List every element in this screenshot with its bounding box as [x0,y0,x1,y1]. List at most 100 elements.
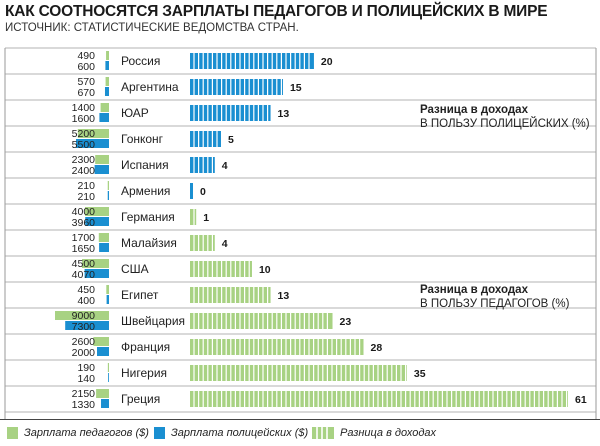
teacher-salary-label: 190 [77,362,95,374]
police-salary-bar [94,165,109,174]
teacher-salary-label: 1400 [72,102,96,114]
police-salary-label: 600 [77,61,95,73]
difference-label: 61 [575,394,587,406]
police-salary-label: 400 [77,295,95,307]
difference-bar [190,261,252,277]
country-label: Швейцария [121,314,185,328]
teacher-salary-bar [85,207,109,216]
country-label: Малайзия [121,236,177,250]
difference-bar [190,235,215,251]
difference-label: 15 [290,82,302,94]
teacher-salary-bar [95,155,109,164]
difference-bar [190,53,314,69]
difference-bar [190,209,197,225]
teacher-salary-bar [106,285,109,294]
difference-bar [190,313,333,329]
difference-label: 5 [228,134,234,146]
police-salary-label: 7300 [72,321,96,333]
police-salary-bar [65,321,109,330]
police-salary-label: 3960 [72,217,96,229]
teacher-salary-label: 450 [77,284,95,296]
legend-label-diff: Разница в доходах [340,427,437,439]
legend-item-diff: Разница в доходах [312,420,436,446]
legend-item-teachers: Зарплата педагогов ($) [7,420,149,446]
country-label: Россия [121,54,160,68]
difference-bar [190,365,407,381]
country-label: Египет [121,288,159,302]
note-teachers-title: Разница в доходах [420,284,528,296]
police-salary-bar [99,243,109,252]
country-label: Испания [121,158,169,172]
difference-label: 4 [222,160,228,172]
teacher-salary-label: 2600 [72,336,96,348]
teacher-salary-label: 4000 [72,206,96,218]
legend-label-police: Зарплата полицейских ($) [171,427,309,439]
police-salary-bar [107,191,109,200]
difference-bar [190,157,215,173]
difference-label: 13 [278,290,290,302]
legend-swatch-diff [312,427,334,439]
teacher-salary-bar [82,259,109,268]
teacher-salary-label: 5200 [72,128,96,140]
teacher-salary-bar [107,363,109,372]
difference-bar [190,183,193,199]
note-teachers-subtitle: В ПОЛЬЗУ ПЕДАГОГОВ (%) [420,298,570,310]
teacher-salary-label: 570 [77,76,95,88]
difference-label: 28 [371,342,383,354]
police-salary-bar [104,87,109,96]
teacher-salary-bar [77,129,109,138]
legend-swatch-teachers [7,427,18,439]
teacher-salary-label: 9000 [72,310,96,322]
note-teachers: Разница в доходах В ПОЛЬЗУ ПЕДАГОГОВ (%) [420,283,569,311]
police-salary-bar [108,373,109,382]
country-label: Нигерия [121,366,167,380]
police-salary-bar [106,295,109,304]
police-salary-bar [97,347,109,356]
teacher-salary-bar [93,337,109,346]
country-label: ЮАР [121,106,149,120]
country-label: Аргентина [121,80,179,94]
country-label: Гонконг [121,132,164,146]
teacher-salary-label: 210 [77,180,95,192]
country-label: США [121,262,149,276]
teacher-salary-bar [106,51,109,60]
legend: Зарплата педагогов ($) Зарплата полицейс… [0,419,600,446]
difference-label: 10 [259,264,271,276]
difference-bar [190,131,221,147]
chart-title: КАК СООТНОСЯТСЯ ЗАРПЛАТЫ ПЕДАГОГОВ И ПОЛ… [5,3,548,20]
note-police-title: Разница в доходах [420,104,528,116]
teacher-salary-bar [96,389,109,398]
police-salary-label: 5500 [72,139,96,151]
legend-item-police: Зарплата полицейских ($) [154,420,308,446]
country-label: Армения [121,184,170,198]
police-salary-label: 1330 [72,399,96,411]
difference-label: 1 [203,212,209,224]
police-salary-label: 4070 [72,269,96,281]
teacher-salary-label: 2300 [72,154,96,166]
legend-swatch-police [154,427,165,439]
difference-bar [190,79,283,95]
police-salary-label: 210 [77,191,95,203]
police-salary-label: 1650 [72,243,96,255]
difference-label: 20 [321,56,333,68]
difference-label: 4 [222,238,228,250]
country-label: Франция [121,340,170,354]
police-salary-bar [76,139,109,148]
police-salary-bar [99,113,109,122]
teacher-salary-label: 2150 [72,388,96,400]
difference-label: 13 [278,108,290,120]
difference-label: 23 [340,316,352,328]
chart-source: ИСТОЧНИК: СТАТИСТИЧЕСКИЕ ВЕДОМСТВА СТРАН… [5,22,299,34]
teacher-salary-label: 4500 [72,258,96,270]
note-police: Разница в доходах В ПОЛЬЗУ ПОЛИЦЕЙСКИХ (… [420,103,590,131]
police-salary-bar [85,217,109,226]
police-salary-label: 670 [77,87,95,99]
teacher-salary-bar [55,311,109,320]
teacher-salary-bar [100,103,109,112]
note-police-subtitle: В ПОЛЬЗУ ПОЛИЦЕЙСКИХ (%) [420,118,590,130]
police-salary-label: 140 [77,373,95,385]
difference-label: 35 [414,368,426,380]
police-salary-bar [84,269,109,278]
police-salary-bar [101,399,109,408]
